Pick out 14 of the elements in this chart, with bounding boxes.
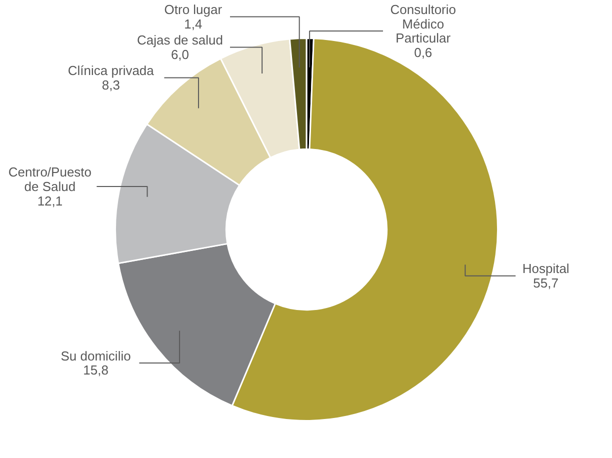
data-label: 6,0 xyxy=(170,46,190,62)
data-label: 0,6 xyxy=(414,45,432,60)
slice-label: Su domicilio xyxy=(60,348,131,364)
data-label: 1,4 xyxy=(184,16,202,32)
slice-label: Centro/Puesto de Salud xyxy=(8,164,92,194)
slice-label: Otro lugar xyxy=(164,2,223,18)
data-label: 55,7 xyxy=(533,276,558,290)
data-label: 12,1 xyxy=(37,193,63,208)
slice-label: Hospital xyxy=(522,261,570,276)
data-label: 15,8 xyxy=(83,362,108,378)
slice-label: Consultorio Médico Particular xyxy=(390,2,456,46)
slice-label: Clínica privada xyxy=(68,63,155,78)
slice-label: Cajas de salud xyxy=(136,32,223,48)
data-label: 8,3 xyxy=(102,77,120,92)
